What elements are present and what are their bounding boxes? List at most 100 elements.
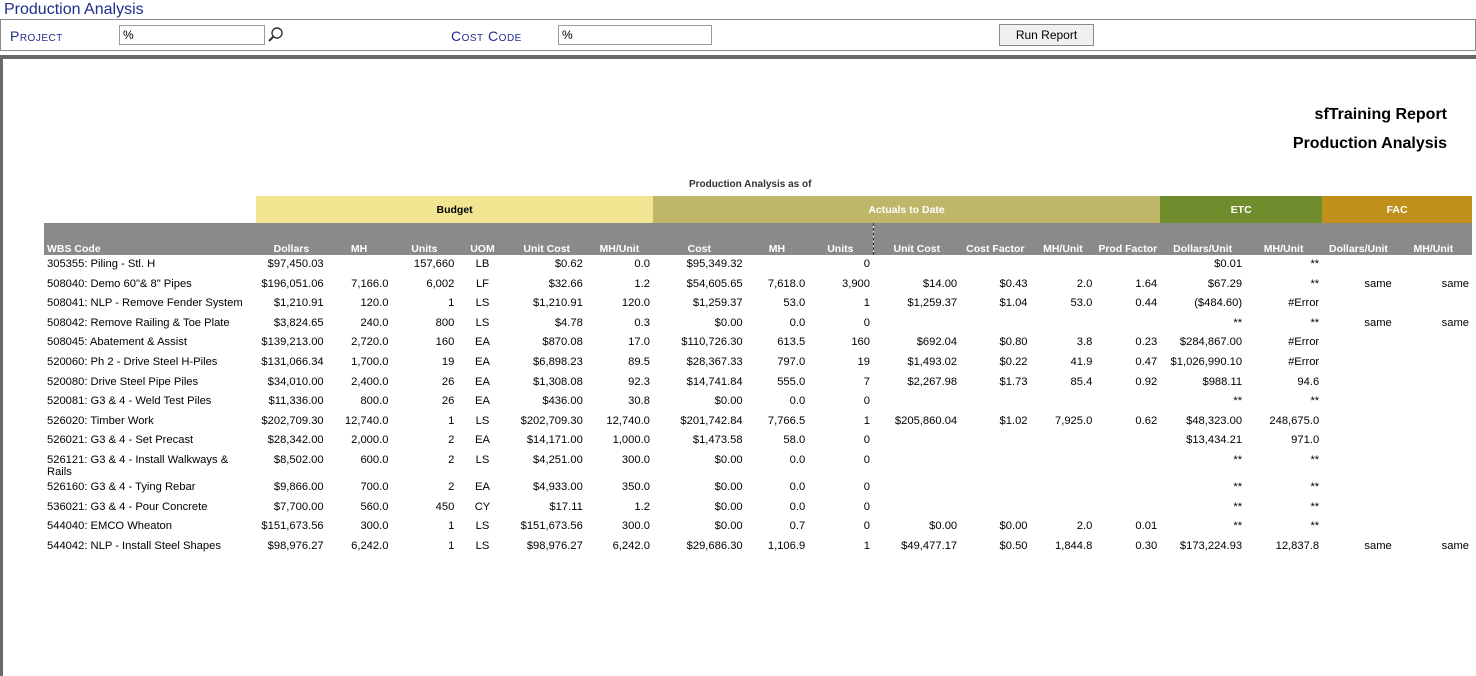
table-cell <box>1031 498 1096 518</box>
table-row: 508041: NLP - Remove Fender System $1,210… <box>44 294 1472 314</box>
table-cell <box>1395 392 1472 412</box>
table-cell: LS <box>475 297 490 310</box>
table-cell: $1.73 <box>999 375 1028 388</box>
table-cell: $1.04 <box>999 297 1028 310</box>
table-cell: same <box>1441 277 1469 290</box>
table-cell: $0.01 <box>1214 258 1243 270</box>
table-cell <box>1031 431 1096 451</box>
table-cell: LS <box>475 520 490 533</box>
table-cell: 0.47 <box>1135 355 1158 368</box>
col-budget-unit-cost[interactable]: Unit Cost <box>507 223 586 255</box>
table-cell: $0.00 <box>999 520 1028 533</box>
table-cell <box>1395 353 1472 373</box>
table-cell: 1 <box>863 297 870 310</box>
table-row: 526020: Timber Work $202,709.30 12,740.0 1 L… <box>44 412 1472 432</box>
col-etc-dollars-unit[interactable]: Dollars/Unit <box>1160 223 1246 255</box>
table-cell: $0.00 <box>714 480 743 493</box>
table-cell: $1.02 <box>999 414 1028 427</box>
table-cell <box>1395 255 1472 275</box>
table-cell: $205,860.04 <box>894 414 958 427</box>
filter-bar: Project Cost Code Run Report <box>0 19 1476 51</box>
search-icon[interactable] <box>267 26 285 44</box>
table-cell: 92.3 <box>628 375 650 388</box>
col-actual-unit-cost[interactable]: Unit Cost <box>873 223 961 255</box>
cost-code-input[interactable] <box>558 25 712 45</box>
table-cell: $13,434.21 <box>1186 434 1243 447</box>
col-budget-uom[interactable]: UOM <box>457 223 508 255</box>
col-actual-mh[interactable]: MH <box>745 223 809 255</box>
table-cell: ** <box>1233 500 1243 513</box>
wbs-code-cell: 536021: G3 & 4 - Pour Concrete <box>47 500 208 513</box>
table-cell <box>327 255 392 275</box>
col-cost-factor[interactable]: Cost Factor <box>960 223 1031 255</box>
col-fac-mh-unit[interactable]: MH/Unit <box>1394 223 1472 255</box>
table-cell: $14,741.84 <box>686 375 743 388</box>
table-cell: 2,400.0 <box>351 375 389 388</box>
run-report-button[interactable]: Run Report <box>999 24 1094 46</box>
table-cell: 1 <box>863 414 870 427</box>
table-cell: 0.3 <box>634 316 650 329</box>
table-cell: 1,844.8 <box>1054 539 1093 552</box>
table-cell: $151,673.56 <box>520 520 583 533</box>
table-cell: 0.0 <box>789 395 806 408</box>
wbs-code-cell: 526160: G3 & 4 - Tying Rebar <box>47 480 196 493</box>
col-actual-units[interactable]: Units <box>808 223 874 255</box>
table-cell: ** <box>1233 480 1243 493</box>
report-subtitle: Production Analysis <box>1292 135 1447 152</box>
table-cell <box>1395 412 1472 432</box>
table-cell <box>1095 478 1160 498</box>
project-input[interactable] <box>119 25 265 45</box>
table-cell: $6,898.23 <box>533 355 583 368</box>
col-prod-factor[interactable]: Prod Factor <box>1095 223 1161 255</box>
table-cell: 0.44 <box>1135 297 1158 310</box>
table-cell: 0.0 <box>789 316 806 329</box>
col-actual-mh-unit[interactable]: MH/Unit <box>1030 223 1096 255</box>
table-cell: 1,106.9 <box>767 539 806 552</box>
table-cell: 12,837.8 <box>1275 539 1320 552</box>
col-wbs-code[interactable]: WBS Code <box>44 223 257 255</box>
table-row: 544040: EMCO Wheaton $151,673.56 300.0 1 LS $… <box>44 517 1472 537</box>
col-budget-dollars[interactable]: Dollars <box>256 223 327 255</box>
col-actual-cost[interactable]: Cost <box>652 223 746 255</box>
table-cell: $1,210.91 <box>533 297 583 310</box>
table-cell <box>873 498 960 518</box>
table-cell: 2,720.0 <box>351 336 389 349</box>
col-budget-mh-unit[interactable]: MH/Unit <box>585 223 653 255</box>
table-cell: ** <box>1310 520 1320 533</box>
table-cell: $0.00 <box>929 520 958 533</box>
table-cell: same <box>1364 316 1392 329</box>
table-cell: same <box>1441 316 1469 329</box>
table-cell <box>960 431 1030 451</box>
table-cell: $3,824.65 <box>273 316 324 329</box>
wbs-code-cell: 520081: G3 & 4 - Weld Test Piles <box>47 395 212 408</box>
cost-code-label: Cost Code <box>451 28 522 44</box>
table-cell: $95,349.32 <box>686 258 743 270</box>
table-cell <box>1095 451 1160 478</box>
group-etc: ETC <box>1160 196 1323 223</box>
table-row: 508045: Abatement & Assist $139,213.00 2,7… <box>44 333 1472 353</box>
table-cell <box>873 478 960 498</box>
table-cell: $4.78 <box>554 316 583 329</box>
table-cell: $4,933.00 <box>533 480 583 493</box>
col-budget-mh[interactable]: MH <box>326 223 392 255</box>
table-cell: $870.08 <box>542 336 583 349</box>
col-etc-mh-unit[interactable]: MH/Unit <box>1245 223 1323 255</box>
table-cell: EA <box>475 480 490 493</box>
table-cell: 0.0 <box>789 480 806 493</box>
table-cell: 0 <box>863 434 870 447</box>
wbs-code-cell: 508040: Demo 60"& 8" Pipes <box>47 277 192 290</box>
table-cell <box>1322 451 1395 478</box>
table-cell: 120.0 <box>621 297 650 310</box>
table-cell: 1 <box>448 539 455 552</box>
table-cell: 53.0 <box>783 297 806 310</box>
table-cell: same <box>1364 277 1392 290</box>
table-row: 520080: Drive Steel Pipe Piles $34,010.00… <box>44 373 1472 393</box>
table-cell: EA <box>475 434 490 447</box>
table-cell: 7,925.0 <box>1054 414 1093 427</box>
table-cell: #Error <box>1288 297 1320 310</box>
col-budget-units[interactable]: Units <box>391 223 458 255</box>
table-cell <box>960 392 1030 412</box>
col-fac-dollars-unit[interactable]: Dollars/Unit <box>1322 223 1395 255</box>
table-cell: #Error <box>1288 355 1320 368</box>
table-cell: $0.50 <box>999 539 1028 552</box>
